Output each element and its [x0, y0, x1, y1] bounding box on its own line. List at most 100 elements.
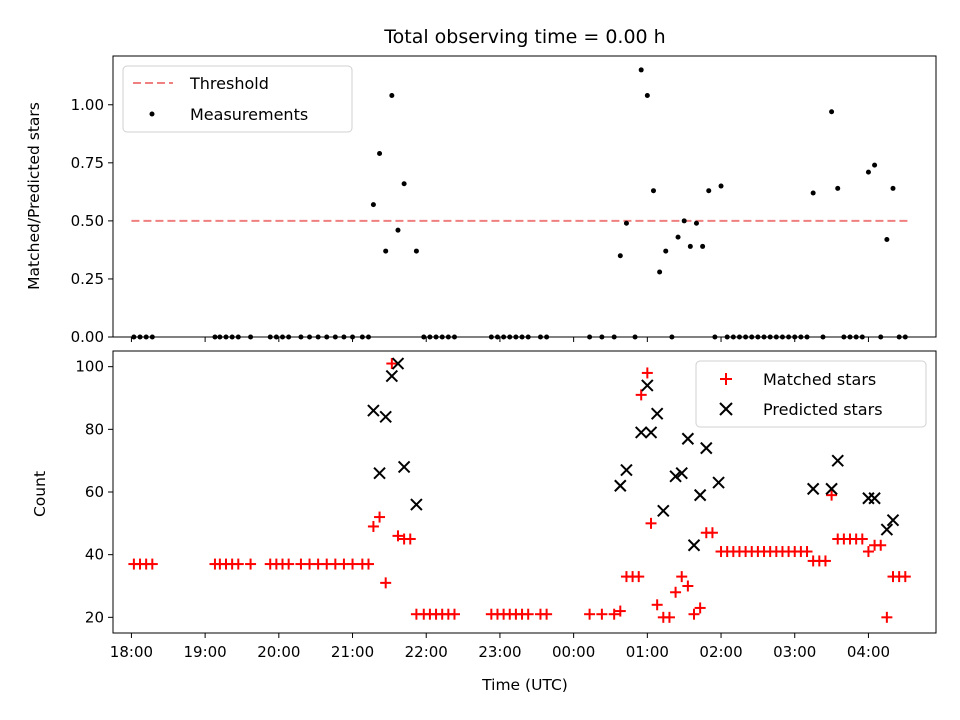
top-y-tick-label: 0.25	[71, 270, 104, 288]
matched-point	[380, 577, 392, 589]
matched-point	[386, 358, 398, 370]
matched-point	[584, 608, 596, 620]
bottom-legend: Matched stars Predicted stars	[695, 360, 927, 428]
top-y-tick-label: 0.75	[71, 154, 104, 172]
matched-point	[706, 527, 718, 539]
predicted-point	[614, 479, 627, 492]
chart-title: Total observing time = 0.00 h	[383, 26, 665, 48]
matched-point	[875, 539, 887, 551]
top-legend: Threshold Measurements	[122, 65, 353, 133]
predicted-point	[681, 432, 695, 445]
measurement-point	[872, 162, 878, 168]
predicted-point	[687, 539, 701, 552]
measurement-point	[706, 188, 712, 194]
predicted-point	[712, 476, 725, 489]
measurement-point	[810, 190, 816, 196]
measurement-point	[389, 92, 395, 98]
matched-point	[404, 533, 416, 545]
x-tick-label: 01:00	[626, 643, 669, 661]
matched-point	[367, 520, 379, 532]
predicted-point	[669, 470, 682, 483]
measurement-point	[675, 234, 681, 240]
predicted-point	[379, 410, 392, 424]
x-tick-label: 23:00	[478, 643, 521, 661]
matched-point	[801, 546, 813, 558]
x-tick-label: 00:00	[552, 643, 595, 661]
bottom-y-tick-label: 40	[85, 546, 104, 564]
x-tick-label: 02:00	[699, 643, 742, 661]
bottom-plot-area	[128, 357, 911, 623]
matched-point	[392, 530, 404, 542]
legend-threshold-label: Threshold	[189, 74, 269, 93]
matched-point	[146, 558, 158, 570]
matched-point	[522, 608, 534, 620]
x-axis-label: Time (UTC)	[481, 676, 568, 694]
measurement-point	[395, 227, 401, 233]
measurement-point	[644, 92, 650, 98]
predicted-point	[634, 426, 648, 439]
matched-point	[651, 599, 663, 611]
legend-measurements-swatch	[149, 111, 155, 117]
measurement-point	[718, 183, 724, 189]
top-plot-area	[131, 67, 912, 340]
matched-point	[694, 602, 706, 614]
x-tick-label: 04:00	[847, 643, 890, 661]
top-panel: Total observing time = 0.00 h Matched/Pr…	[25, 26, 937, 346]
matched-point	[608, 608, 620, 620]
matched-point	[283, 558, 295, 570]
predicted-point	[641, 379, 654, 392]
predicted-point	[806, 482, 820, 496]
predicted-point	[410, 498, 423, 511]
top-y-axis-label: Matched/Predicted stars	[25, 102, 43, 290]
matched-point	[663, 611, 675, 623]
matched-point	[881, 611, 893, 623]
matched-point	[347, 558, 359, 570]
x-tick-label: 18:00	[110, 643, 153, 661]
predicted-point	[868, 492, 881, 505]
measurement-point	[681, 218, 687, 224]
predicted-point	[825, 482, 838, 496]
matched-point	[682, 580, 694, 592]
predicted-point	[675, 466, 688, 480]
matched-point	[614, 605, 626, 617]
matched-point	[633, 571, 645, 583]
predicted-point	[367, 404, 380, 417]
bottom-y-tick-label: 20	[85, 608, 104, 626]
legend-predicted-label: Predicted stars	[763, 400, 883, 419]
measurement-point	[383, 248, 389, 254]
matched-point	[245, 558, 257, 570]
measurement-point	[687, 243, 693, 249]
matched-point	[676, 571, 688, 583]
top-y-tick-label: 1.00	[71, 96, 104, 114]
bottom-y-tick-label: 60	[85, 483, 104, 501]
x-tick-label: 22:00	[405, 643, 448, 661]
legend-predicted-swatch	[719, 402, 733, 416]
legend-matched-label: Matched stars	[763, 370, 876, 389]
top-legend-box	[122, 65, 353, 133]
predicted-point	[385, 369, 399, 383]
x-tick-label: 19:00	[184, 643, 227, 661]
matched-point	[541, 608, 553, 620]
matched-point	[448, 608, 460, 620]
measurement-point	[617, 253, 623, 259]
predicted-point	[391, 357, 405, 370]
measurement-point	[829, 109, 835, 115]
measurement-point	[835, 185, 841, 191]
measurement-point	[638, 67, 644, 73]
matched-point	[826, 489, 838, 501]
predicted-point	[657, 504, 670, 518]
legend-matched-swatch	[720, 373, 732, 385]
predicted-point	[644, 426, 658, 439]
top-y-tick-label: 0.00	[71, 328, 104, 346]
measurement-point	[413, 248, 419, 254]
predicted-point	[886, 513, 900, 527]
matched-point	[819, 555, 831, 567]
measurement-point	[377, 151, 383, 157]
measurement-point	[890, 185, 896, 191]
matched-point	[641, 367, 653, 379]
matched-point	[670, 586, 682, 598]
bottom-y-tick-label: 80	[85, 420, 104, 438]
measurement-point	[700, 243, 706, 249]
